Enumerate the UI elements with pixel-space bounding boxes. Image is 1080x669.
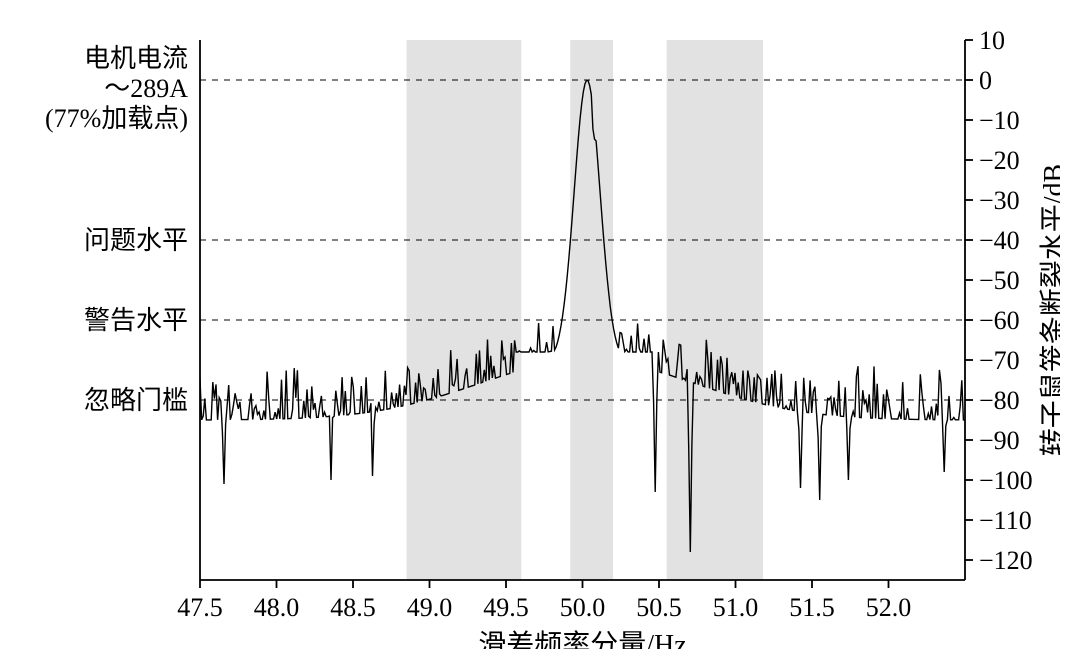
x-tick-label: 48.0 [254,593,300,622]
x-tick-label: 49.0 [407,593,453,622]
x-tick-label: 52.0 [866,593,912,622]
y-tick-label: −120 [979,546,1033,575]
threshold-label: 电机电流 [84,44,188,73]
x-tick-label: 50.0 [560,593,606,622]
y-tick-label: −20 [979,146,1020,175]
shaded-bands [407,40,763,580]
x-tick-label: 51.5 [789,593,835,622]
chart-svg: 电机电流～289A(77%加载点) 问题水平警告水平忽略门槛 47.5 48.0 48.… [20,20,1060,649]
y-tick-label: −110 [979,506,1032,535]
y-tick-label: −30 [979,186,1020,215]
x-tick-label: 51.0 [713,593,759,622]
threshold-label: 警告水平 [84,306,188,335]
x-tick-label: 50.5 [636,593,682,622]
x-axis-title: 滑差频率分量/Hz [478,629,686,649]
x-tick-label: 48.5 [330,593,376,622]
y-tick-label: 0 [979,66,992,95]
x-tick-label: 49.5 [483,593,529,622]
threshold-label: 问题水平 [84,226,188,255]
threshold-label: 忽略门槛 [84,386,188,415]
spectrum-chart: 电机电流～289A(77%加载点) 问题水平警告水平忽略门槛 47.5 48.0 48.… [20,20,1060,649]
y-tick-label: −80 [979,386,1020,415]
y-tick-label: −40 [979,226,1020,255]
y-tick-label: −100 [979,466,1033,495]
threshold-label: ～289A [104,74,188,103]
y-tick-label: −70 [979,346,1020,375]
y-tick-label: −10 [979,106,1020,135]
y-tick-label: 10 [979,26,1005,55]
threshold-label: (77%加载点) [45,104,188,133]
y-tick-label: −50 [979,266,1020,295]
x-tick-label: 47.5 [177,593,223,622]
y-tick-label: −60 [979,306,1020,335]
y-axis-title: 转子鼠笼条断裂水平/dB [1038,164,1060,456]
y-tick-label: −90 [979,426,1020,455]
